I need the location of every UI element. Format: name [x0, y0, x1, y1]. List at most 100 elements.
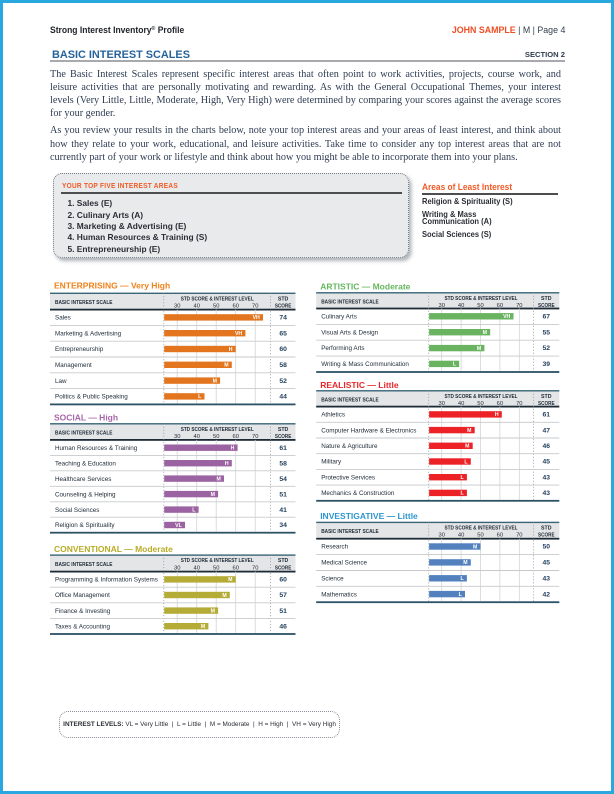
- svg-text:L: L: [459, 592, 463, 598]
- svg-text:SCORE: SCORE: [538, 303, 555, 309]
- svg-text:70: 70: [252, 434, 258, 440]
- svg-text:SCORE: SCORE: [275, 565, 292, 571]
- svg-text:58: 58: [279, 362, 287, 369]
- svg-text:61: 61: [543, 412, 551, 419]
- svg-text:ARTISTIC — Moderate: ARTISTIC — Moderate: [320, 282, 410, 292]
- svg-text:STD: STD: [278, 296, 289, 302]
- svg-text:SOCIAL — High: SOCIAL — High: [54, 412, 118, 422]
- svg-text:55: 55: [543, 329, 551, 336]
- svg-text:M: M: [477, 346, 481, 352]
- svg-text:Culinary Arts: Culinary Arts: [321, 314, 357, 321]
- svg-text:60: 60: [232, 304, 238, 310]
- svg-text:44: 44: [279, 394, 287, 401]
- svg-text:51: 51: [279, 491, 287, 498]
- svg-text:BASIC INTEREST SCALE: BASIC INTEREST SCALE: [321, 300, 379, 306]
- svg-text:STD: STD: [541, 394, 552, 400]
- svg-text:Entrepreneurship: Entrepreneurship: [55, 346, 104, 353]
- svg-text:47: 47: [543, 427, 551, 434]
- svg-text:Management: Management: [55, 362, 92, 369]
- svg-text:51: 51: [279, 608, 287, 615]
- svg-text:50: 50: [213, 565, 219, 571]
- svg-text:46: 46: [279, 623, 287, 630]
- svg-text:Visual Arts & Design: Visual Arts & Design: [321, 329, 378, 336]
- svg-text:34: 34: [279, 522, 287, 529]
- svg-text:L: L: [453, 362, 457, 368]
- svg-text:L: L: [192, 507, 196, 513]
- svg-text:50: 50: [213, 304, 219, 310]
- svg-text:Sales: Sales: [55, 315, 71, 322]
- svg-text:Law: Law: [55, 378, 67, 385]
- svg-text:40: 40: [193, 565, 199, 571]
- svg-text:40: 40: [458, 401, 464, 407]
- svg-text:H: H: [225, 461, 229, 467]
- svg-text:STD: STD: [278, 558, 289, 564]
- svg-text:M: M: [213, 378, 217, 384]
- svg-text:STD: STD: [541, 525, 552, 531]
- svg-text:Marketing & Advertising: Marketing & Advertising: [55, 330, 122, 337]
- svg-text:60: 60: [497, 401, 503, 407]
- svg-text:BASIC INTEREST SCALE: BASIC INTEREST SCALE: [321, 398, 379, 404]
- svg-text:STD SCORE & INTEREST LEVEL: STD SCORE & INTEREST LEVEL: [445, 394, 519, 400]
- svg-text:STD: STD: [541, 296, 552, 302]
- svg-text:M: M: [224, 363, 228, 369]
- svg-text:L: L: [198, 394, 202, 400]
- svg-text:30: 30: [174, 304, 180, 310]
- svg-text:45: 45: [543, 459, 551, 466]
- svg-text:Taxes & Accounting: Taxes & Accounting: [55, 623, 110, 630]
- svg-text:70: 70: [252, 304, 258, 310]
- svg-text:Medical Science: Medical Science: [321, 560, 367, 567]
- svg-text:67: 67: [543, 314, 551, 321]
- svg-text:60: 60: [497, 533, 503, 539]
- svg-text:ENTERPRISING — Very High: ENTERPRISING — Very High: [54, 280, 170, 290]
- svg-text:60: 60: [279, 577, 287, 584]
- svg-text:VH: VH: [253, 315, 260, 321]
- svg-text:74: 74: [279, 315, 287, 322]
- svg-text:STD: STD: [278, 427, 289, 433]
- svg-text:M: M: [483, 330, 487, 336]
- svg-text:70: 70: [516, 533, 522, 539]
- svg-text:Religion & Spirituality: Religion & Spirituality: [55, 522, 115, 529]
- svg-text:Protective Services: Protective Services: [321, 474, 375, 481]
- svg-text:Counseling & Helping: Counseling & Helping: [55, 491, 116, 498]
- svg-text:52: 52: [543, 345, 551, 352]
- svg-text:50: 50: [543, 544, 551, 551]
- svg-text:50: 50: [477, 401, 483, 407]
- svg-text:30: 30: [438, 401, 444, 407]
- svg-text:M: M: [216, 476, 220, 482]
- svg-text:SCORE: SCORE: [275, 304, 292, 310]
- svg-text:VH: VH: [235, 331, 242, 337]
- svg-text:42: 42: [543, 591, 551, 598]
- svg-text:Politics & Public Speaking: Politics & Public Speaking: [55, 394, 128, 401]
- svg-text:Nature & Agriculture: Nature & Agriculture: [321, 443, 378, 450]
- svg-text:Office Management: Office Management: [55, 592, 110, 599]
- svg-text:43: 43: [543, 576, 551, 583]
- svg-text:M: M: [465, 444, 469, 450]
- svg-text:30: 30: [174, 565, 180, 571]
- svg-text:H: H: [229, 347, 233, 353]
- svg-text:41: 41: [279, 507, 287, 514]
- svg-text:VL: VL: [175, 523, 182, 529]
- svg-text:70: 70: [516, 401, 522, 407]
- svg-text:BASIC INTEREST SCALE: BASIC INTEREST SCALE: [55, 300, 113, 306]
- svg-text:61: 61: [279, 445, 287, 452]
- svg-text:M: M: [201, 624, 205, 630]
- svg-text:30: 30: [438, 303, 444, 309]
- svg-text:H: H: [495, 412, 499, 418]
- svg-text:65: 65: [279, 330, 287, 337]
- svg-text:Finance & Investing: Finance & Investing: [55, 608, 111, 615]
- svg-text:40: 40: [458, 533, 464, 539]
- svg-text:STD SCORE & INTEREST LEVEL: STD SCORE & INTEREST LEVEL: [181, 427, 255, 433]
- svg-text:Mathematics: Mathematics: [321, 591, 357, 598]
- svg-text:43: 43: [543, 474, 551, 481]
- svg-text:STD SCORE & INTEREST LEVEL: STD SCORE & INTEREST LEVEL: [181, 296, 255, 302]
- svg-text:REALISTIC — Little: REALISTIC — Little: [320, 380, 399, 390]
- svg-text:Military: Military: [321, 459, 342, 466]
- svg-text:L: L: [461, 491, 465, 497]
- svg-text:Human Resources & Training: Human Resources & Training: [55, 445, 138, 452]
- svg-text:STD SCORE & INTEREST LEVEL: STD SCORE & INTEREST LEVEL: [181, 558, 255, 564]
- svg-text:STD SCORE & INTEREST LEVEL: STD SCORE & INTEREST LEVEL: [445, 525, 519, 531]
- svg-text:43: 43: [543, 490, 551, 497]
- svg-text:M: M: [222, 593, 226, 599]
- svg-text:40: 40: [193, 434, 199, 440]
- svg-text:M: M: [463, 560, 467, 566]
